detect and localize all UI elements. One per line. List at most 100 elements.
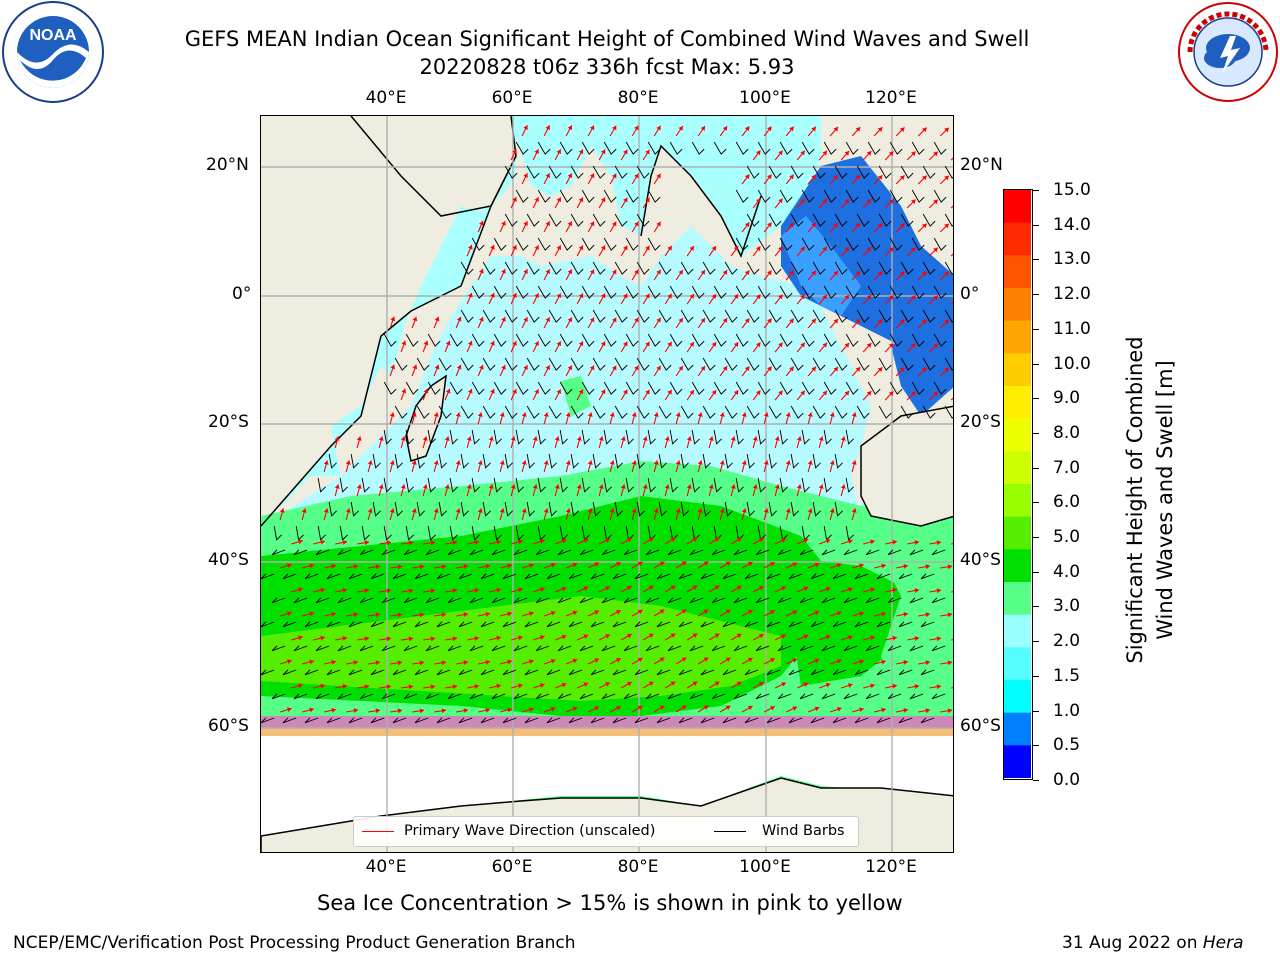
wind-barb (359, 693, 374, 700)
wind-barb (856, 213, 870, 227)
wave-direction-arrowhead (598, 484, 604, 489)
colorbar-segment (1004, 386, 1031, 420)
wave-direction-arrowhead (645, 293, 650, 299)
wind-barb (735, 477, 744, 493)
wave-direction-arrowhead (637, 609, 643, 615)
wave-direction-arrowhead (408, 636, 414, 642)
wave-direction-arrowhead (697, 508, 703, 513)
wind-barb (788, 669, 803, 676)
map-canvas (261, 116, 953, 852)
wind-barb (645, 549, 660, 556)
wind-barb (821, 597, 836, 604)
wave-direction-arrowhead (778, 198, 783, 204)
wind-barb (293, 645, 308, 652)
wave-direction-arrowhead (781, 682, 786, 687)
wave-direction-arrow (950, 253, 953, 257)
wave-direction-arrowhead (578, 197, 584, 203)
wind-barb (493, 477, 502, 493)
wind-barb (504, 501, 513, 517)
wave-direction-arrowhead (452, 636, 458, 642)
colorbar-tick-mark (1033, 745, 1039, 747)
wave-direction-arrowhead (667, 341, 672, 347)
footer-credit: NCEP/EMC/Verification Post Processing Pr… (13, 933, 576, 953)
wave-direction-arrowhead (792, 658, 798, 663)
wave-direction-arrowhead (703, 561, 709, 566)
wave-direction-arrowhead (397, 612, 403, 618)
wind-barb (702, 309, 716, 323)
wave-direction-arrowhead (423, 340, 429, 346)
ocean-indonesia-field (781, 156, 953, 385)
wind-barb (669, 141, 683, 155)
colorbar-tick-mark (1033, 398, 1039, 400)
wave-direction-arrowhead (501, 365, 506, 370)
wave-direction-arrowhead (367, 508, 373, 513)
wind-barb (282, 621, 297, 628)
colorbar (1003, 189, 1033, 780)
wave-direction-arrowhead (767, 174, 772, 180)
wave-direction-arrowhead (752, 484, 758, 489)
wind-barb (689, 693, 704, 700)
wave-direction-arrowhead (561, 634, 567, 640)
wind-barb (625, 333, 639, 347)
wave-direction-arrowhead (767, 270, 772, 276)
wind-barb (293, 549, 308, 556)
wave-direction-arrowhead (589, 269, 595, 275)
wind-barb (801, 333, 815, 347)
wind-barb (438, 405, 452, 419)
wind-barb (570, 261, 584, 275)
wind-barb (261, 621, 275, 628)
wave-direction-arrowhead (881, 611, 886, 617)
wind-barb (359, 645, 374, 652)
wind-barb (515, 333, 529, 347)
wind-barb (524, 669, 539, 676)
wave-direction-arrowhead (859, 659, 864, 665)
wave-direction-arrowhead (822, 294, 827, 300)
colorbar-tick-mark (1033, 675, 1039, 677)
wave-direction-arrowhead (589, 173, 595, 179)
wind-barb (922, 357, 936, 371)
wind-barb (768, 405, 782, 419)
wave-direction-arrowhead (656, 173, 661, 179)
wind-barb (922, 405, 936, 419)
wave-direction-arrowhead (539, 587, 545, 592)
noaa-logo: NOAA (0, 0, 106, 106)
wind-barb (801, 429, 810, 445)
wind-barb (304, 717, 319, 724)
wave-direction-arrowhead (719, 412, 725, 417)
wave-direction-arrowhead (298, 683, 303, 689)
colorbar-tick-mark (1033, 224, 1039, 226)
wind-barb (427, 381, 441, 395)
wave-direction-arrowhead (496, 683, 501, 689)
wave-direction-arrowhead (433, 460, 439, 465)
wave-direction-arrowhead (320, 539, 325, 545)
lat-tick-left-40s: 40°S (208, 550, 249, 570)
wave-direction-arrowhead (550, 562, 556, 568)
wave-direction-arrowhead (323, 460, 329, 465)
wind-barb (491, 693, 506, 700)
wind-barb (394, 453, 403, 469)
wave-direction-arrowhead (725, 705, 731, 711)
wave-direction-arrowhead (925, 708, 930, 714)
wind-barb (449, 333, 463, 347)
wind-barb (658, 405, 672, 419)
wind-barb (590, 573, 605, 580)
wave-direction-arrowhead (600, 245, 606, 251)
wind-barb (359, 549, 374, 556)
wind-barb (480, 717, 495, 724)
wave-direction-arrowhead (634, 125, 639, 131)
wind-barb (777, 597, 792, 604)
wind-barb (933, 141, 947, 155)
wave-direction-arrowhead (623, 149, 628, 155)
wave-direction-arrowhead (408, 540, 414, 546)
wave-direction-arrowhead (866, 391, 872, 396)
wave-direction-arrowhead (477, 460, 483, 465)
wind-barb (680, 261, 694, 275)
wave-direction-arrowhead (342, 587, 347, 593)
wave-direction-arrowhead (807, 460, 813, 465)
wind-barb (614, 261, 628, 275)
wind-barb (436, 669, 451, 676)
wave-direction-arrowhead (811, 222, 816, 228)
wave-direction-arrowhead (389, 508, 395, 513)
wind-barb (546, 669, 561, 676)
wind-barb (482, 501, 491, 517)
